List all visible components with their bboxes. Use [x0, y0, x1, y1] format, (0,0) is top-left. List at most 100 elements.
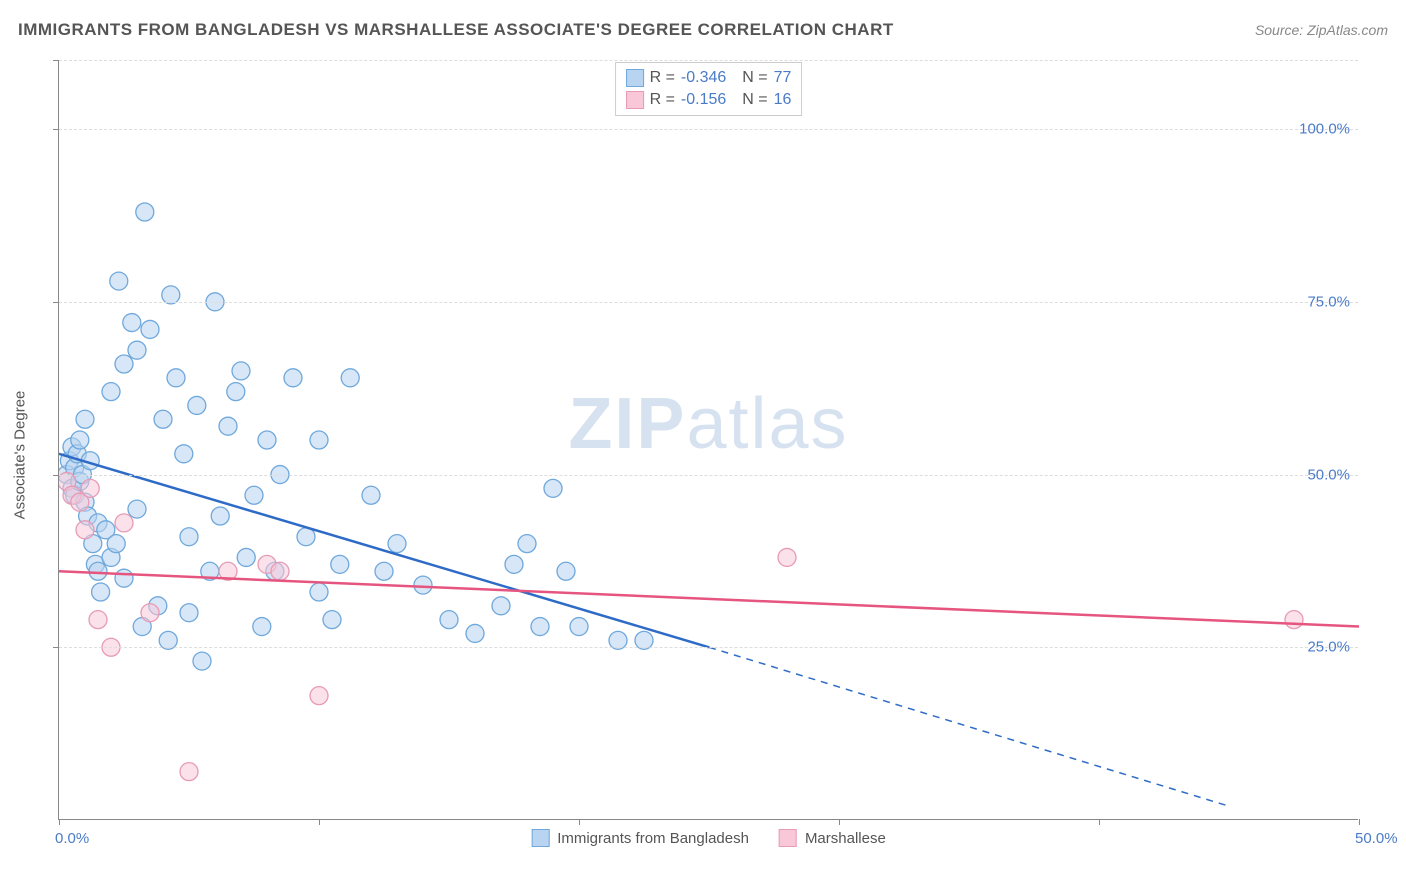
data-point	[102, 383, 120, 401]
gridline	[59, 60, 1358, 61]
legend-r-value: -0.156	[681, 91, 726, 109]
legend-r-value: -0.346	[681, 69, 726, 87]
data-point	[505, 555, 523, 573]
data-point	[440, 611, 458, 629]
data-point	[245, 486, 263, 504]
data-point	[76, 410, 94, 428]
y-tick-mark	[53, 129, 59, 130]
data-point	[211, 507, 229, 525]
source-name: ZipAtlas.com	[1307, 22, 1388, 38]
legend-swatch	[531, 829, 549, 847]
data-point	[362, 486, 380, 504]
data-point	[466, 624, 484, 642]
data-point	[97, 521, 115, 539]
data-point	[89, 562, 107, 580]
trend-line	[59, 454, 709, 647]
data-point	[258, 431, 276, 449]
y-tick-label: 75.0%	[1307, 293, 1350, 310]
data-point	[149, 597, 167, 615]
legend-item: Immigrants from Bangladesh	[531, 829, 749, 847]
data-point	[141, 604, 159, 622]
x-tick-mark	[319, 819, 320, 825]
x-tick-label: 0.0%	[55, 830, 89, 847]
data-point	[180, 528, 198, 546]
data-point	[375, 562, 393, 580]
y-tick-label: 25.0%	[1307, 639, 1350, 656]
source-attribution: Source: ZipAtlas.com	[1255, 22, 1388, 38]
legend-swatch	[626, 91, 644, 109]
data-point	[531, 618, 549, 636]
trend-line-extrapolated	[709, 647, 1229, 806]
data-point	[310, 583, 328, 601]
data-point	[544, 479, 562, 497]
data-point	[175, 445, 193, 463]
data-point	[188, 396, 206, 414]
legend-swatch	[779, 829, 797, 847]
data-point	[123, 314, 141, 332]
data-point	[180, 763, 198, 781]
data-point	[167, 369, 185, 387]
legend-r-label: R =	[650, 69, 675, 87]
data-point	[71, 431, 89, 449]
data-point	[79, 507, 97, 525]
x-tick-mark	[839, 819, 840, 825]
data-point	[66, 486, 84, 504]
data-point	[284, 369, 302, 387]
data-point	[128, 500, 146, 518]
chart-container: Associate's Degree ZIPatlas R = -0.346N …	[50, 60, 1380, 850]
data-point	[71, 493, 89, 511]
y-tick-mark	[53, 302, 59, 303]
data-point	[81, 479, 99, 497]
data-point	[107, 535, 125, 553]
data-point	[331, 555, 349, 573]
data-point	[110, 272, 128, 290]
data-point	[778, 548, 796, 566]
data-point	[557, 562, 575, 580]
data-point	[60, 452, 78, 470]
data-point	[271, 562, 289, 580]
data-point	[68, 445, 86, 463]
data-point	[341, 369, 359, 387]
data-point	[237, 548, 255, 566]
data-point	[323, 611, 341, 629]
legend-n-value: 77	[774, 69, 792, 87]
data-point	[258, 555, 276, 573]
legend-row: R = -0.156N = 16	[626, 89, 792, 111]
data-point	[388, 535, 406, 553]
data-point	[227, 383, 245, 401]
legend-swatch	[626, 69, 644, 87]
svg-layer	[59, 60, 1359, 820]
data-point	[414, 576, 432, 594]
data-point	[141, 320, 159, 338]
y-axis-label: Associate's Degree	[12, 391, 29, 520]
data-point	[310, 431, 328, 449]
gridline	[59, 475, 1358, 476]
watermark: ZIPatlas	[568, 383, 848, 465]
data-point	[518, 535, 536, 553]
data-point	[76, 521, 94, 539]
legend-label: Marshallese	[805, 830, 886, 847]
data-point	[115, 569, 133, 587]
y-tick-mark	[53, 647, 59, 648]
data-point	[63, 438, 81, 456]
x-tick-mark	[1099, 819, 1100, 825]
data-point	[89, 611, 107, 629]
gridline	[59, 129, 1358, 130]
y-tick-label: 100.0%	[1299, 121, 1350, 138]
data-point	[253, 618, 271, 636]
data-point	[115, 514, 133, 532]
data-point	[570, 618, 588, 636]
data-point	[154, 410, 172, 428]
data-point	[310, 687, 328, 705]
plot-area: ZIPatlas R = -0.346N = 77R = -0.156N = 1…	[58, 60, 1358, 820]
legend-label: Immigrants from Bangladesh	[557, 830, 749, 847]
series-legend: Immigrants from Bangladesh Marshallese	[531, 829, 886, 847]
data-point	[201, 562, 219, 580]
data-point	[84, 535, 102, 553]
legend-r-label: R =	[650, 91, 675, 109]
watermark-zip: ZIP	[568, 384, 686, 464]
data-point	[89, 514, 107, 532]
data-point	[115, 355, 133, 373]
source-label: Source:	[1255, 22, 1303, 38]
data-point	[232, 362, 250, 380]
